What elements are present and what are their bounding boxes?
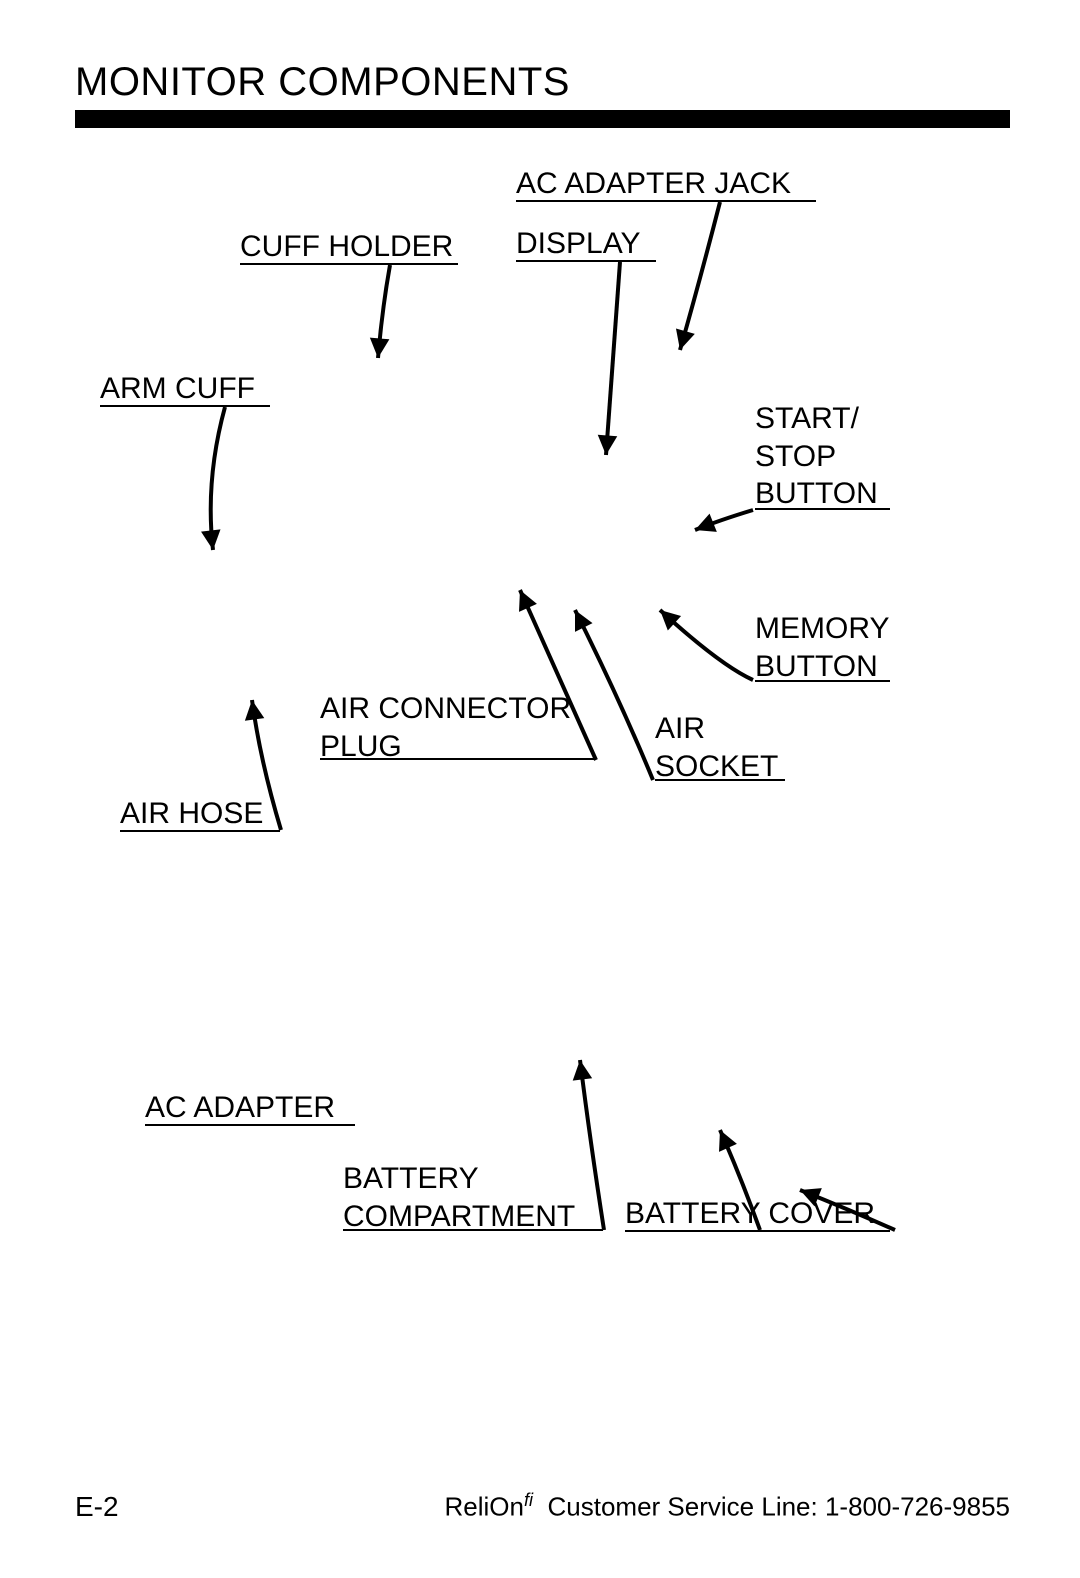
ac-adapter-jack-arrow (676, 202, 720, 350)
label-battery-compartment: BATTERY COMPARTMENT (343, 1160, 575, 1235)
start-stop-arrow (695, 510, 753, 532)
label-start-stop: START/ STOP BUTTON (755, 400, 878, 513)
underline-ac-adapter-jack (516, 200, 816, 202)
battery-comp-arrow (573, 1060, 604, 1230)
footer-brand-suffix: fi (524, 1490, 533, 1510)
label-memory-button: MEMORY BUTTON (755, 610, 889, 685)
label-display: DISPLAY (516, 225, 641, 263)
page: MONITOR COMPONENTS AC ADAPTER JACK DISPL… (0, 0, 1080, 1578)
footer-brand: ReliOn (444, 1492, 523, 1522)
label-air-connector: AIR CONNECTOR PLUG (320, 690, 571, 765)
footer-service: Customer Service Line: 1-800-726-9855 (548, 1492, 1010, 1522)
label-ac-adapter-jack: AC ADAPTER JACK (516, 165, 791, 203)
underline-ac-adapter (145, 1124, 355, 1126)
memory-button-arrow (660, 610, 753, 680)
arm-cuff-arrow (201, 407, 225, 550)
label-cuff-holder: CUFF HOLDER (240, 228, 453, 266)
underline-battery-compartment (343, 1229, 603, 1231)
page-number: E-2 (75, 1491, 119, 1523)
air-socket-arrow (575, 610, 653, 780)
display-arrow (598, 262, 620, 455)
underline-air-connector (320, 758, 595, 760)
label-battery-cover: BATTERY COVER (625, 1195, 875, 1233)
underline-battery-cover (625, 1230, 890, 1232)
underline-start-stop (755, 508, 890, 510)
label-air-hose: AIR HOSE (120, 795, 263, 833)
underline-cuff-holder (240, 263, 458, 265)
underline-air-hose (120, 830, 280, 832)
label-arm-cuff: ARM CUFF (100, 370, 255, 408)
title-bar (75, 110, 1010, 128)
underline-memory-button (755, 680, 890, 682)
underline-arm-cuff (100, 405, 270, 407)
label-ac-adapter: AC ADAPTER (145, 1089, 335, 1127)
underline-air-socket (655, 779, 785, 781)
label-air-socket: AIR SOCKET (655, 710, 778, 785)
underline-display (516, 260, 656, 262)
page-title: MONITOR COMPONENTS (75, 60, 570, 105)
footer-text: ReliOnfi Customer Service Line: 1-800-72… (444, 1490, 1010, 1523)
cuff-holder-arrow (370, 265, 390, 358)
